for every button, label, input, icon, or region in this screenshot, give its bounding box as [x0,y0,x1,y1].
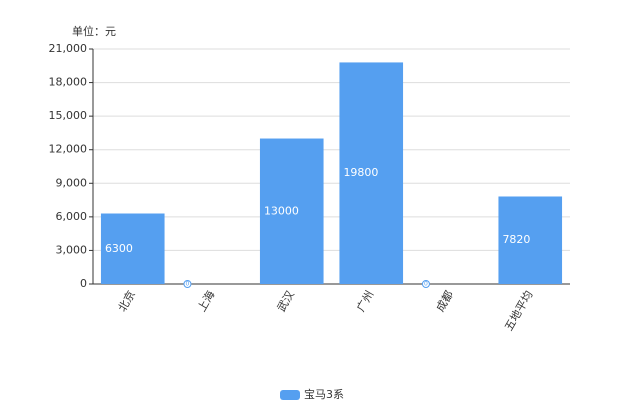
x-tick-label: 上海 [194,288,217,314]
x-tick-label: 广州 [354,289,376,315]
bar [498,196,563,284]
x-tick-label: 成都 [434,289,456,315]
value-label: 0 [424,281,428,288]
unit-label: 单位：元 [72,24,116,38]
y-tick-label: 3,000 [56,243,88,256]
zero-marker [421,280,430,288]
bar [339,62,404,284]
y-tick-label: 18,000 [49,76,88,89]
value-label: 6300 [105,242,133,255]
value-label: 7820 [502,233,530,246]
bar [100,213,165,284]
y-tick-label: 15,000 [49,109,88,122]
bar [259,138,324,284]
zero-marker [183,280,192,288]
y-tick-label: 6,000 [56,210,88,223]
value-label: 0 [186,281,190,288]
x-tick-label: 北京 [115,288,138,314]
legend-swatch [280,390,300,400]
value-label: 13000 [264,204,299,217]
y-tick-label: 21,000 [49,42,88,55]
y-tick-label: 0 [80,277,87,290]
y-tick-label: 9,000 [56,176,88,189]
x-tick-label: 五地平均 [502,289,535,334]
value-label: 19800 [343,166,378,179]
y-tick-label: 12,000 [49,143,88,156]
x-tick-label: 武汉 [275,289,297,315]
legend-label: 宝马3系 [304,387,344,401]
